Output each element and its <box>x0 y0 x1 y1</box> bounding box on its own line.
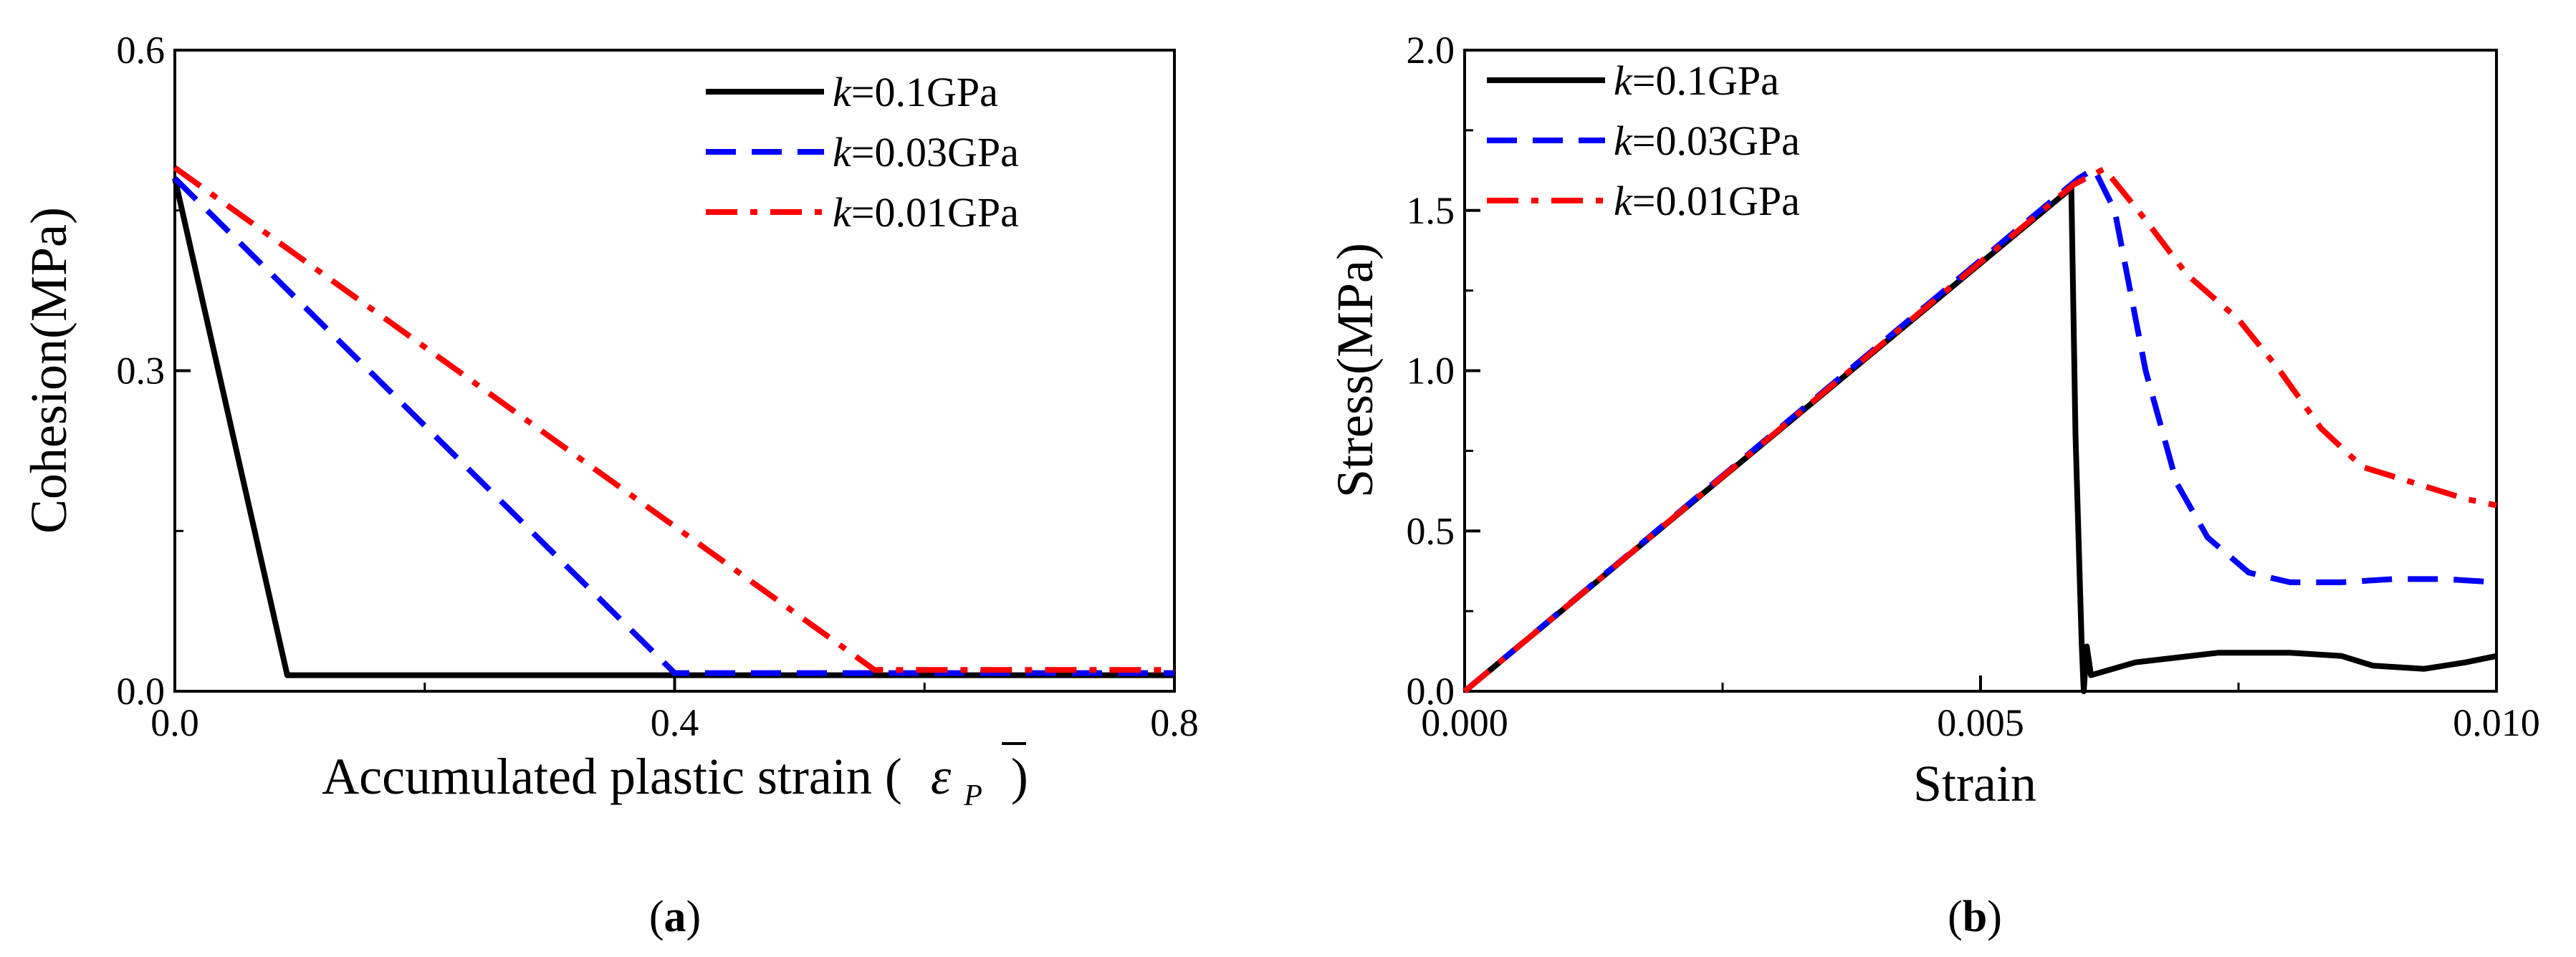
panel-b-ytick-label: 1.0 <box>1407 350 1455 393</box>
panel-a-xlabel-close: ) <box>1011 748 1028 805</box>
panel-b-ticks: 0.000 0.005 0.010 0.0 0.5 1.0 1.5 2.0 <box>1407 29 2540 744</box>
panel-b-series-line-3 <box>1462 165 2497 694</box>
panel-b-xtick-label: 0.010 <box>2453 701 2540 744</box>
panel-b-legend: k=0.1GPa k=0.03GPa k=0.01GPa <box>1487 57 1800 224</box>
panel-b-series-line-1 <box>1462 185 2497 694</box>
panel-a-ytick-label: 0.0 <box>117 670 166 713</box>
panel-a-legend-label-1: k=0.1GPa <box>833 69 998 115</box>
panel-b-xtick-label: 0.005 <box>1937 701 2024 744</box>
panel-b-ylabel: Stress(MPa) <box>1326 243 1384 498</box>
panel-a-label-open: ( <box>649 893 664 941</box>
panel-b-legend-label-3: k=0.01GPa <box>1614 178 1800 224</box>
panel-b-xlabel: Strain <box>1913 755 2036 812</box>
panel-a-ticks: 0.0 0.4 0.8 0.0 0.3 0.6 <box>117 29 1199 744</box>
panel-a-xtick-label: 0.0 <box>150 701 199 744</box>
panel-a-ylabel: Cohesion(MPa) <box>20 207 77 534</box>
panel-a-series-line-3 <box>173 165 1174 673</box>
panel-b-ytick-label: 2.0 <box>1407 29 1455 72</box>
panel-b-ytick-label: 0.0 <box>1407 670 1455 713</box>
panel-b-ytick-label: 0.5 <box>1407 509 1455 552</box>
panel-a-label-close: ) <box>686 893 702 941</box>
panel-b-series-line-2 <box>1462 165 2497 694</box>
panel-a-xtick-label: 0.8 <box>1150 701 1199 744</box>
panel-a-series-line-2 <box>173 176 1174 676</box>
panel-a-series-line-1 <box>172 178 1174 678</box>
panel-a: 0.0 0.4 0.80.00.30.6 k=0.1GPak=0.03GPak=0.… <box>20 29 1199 941</box>
panel-a-xlabel: Accumulated plastic strain ( ε P ) <box>322 748 1028 817</box>
panel-a-legend-label-3: k=0.01GPa <box>833 189 1019 236</box>
panel-a-legend-label-2: k=0.03GPa <box>833 129 1019 175</box>
panel-a-frame <box>173 49 1176 693</box>
panel-b-label-open: ( <box>1948 893 1963 941</box>
panel-b-label-letter: b <box>1963 893 1987 941</box>
panel-b-xtick-label: 0.000 <box>1421 701 1508 744</box>
panel-b-series <box>1462 165 2497 694</box>
panel-b-label: (b) <box>1948 893 2002 941</box>
panel-b-ytick-label: 1.5 <box>1407 189 1455 232</box>
panel-a-xlabel-text: Accumulated plastic strain ( <box>322 748 902 805</box>
panel-a-ytick-label: 0.6 <box>117 29 166 72</box>
panel-a-label-letter: a <box>664 893 686 941</box>
panel-a-xlabel-subscript: P <box>963 779 982 812</box>
panel-a-ytick-label: 0.3 <box>117 350 166 393</box>
panel-a-xtick-label: 0.4 <box>651 701 699 744</box>
panel-a-series <box>172 165 1174 678</box>
panel-b-legend-label-1: k=0.1GPa <box>1614 57 1779 104</box>
panel-a-legend: k=0.1GPa k=0.03GPa k=0.01GPa <box>706 69 1019 236</box>
panel-b-legend-label-2: k=0.03GPa <box>1614 117 1800 164</box>
panel-b-label-close: ) <box>1987 893 2002 941</box>
panel-a-label: (a) <box>649 893 701 941</box>
panel-a-xlabel-symbol: ε <box>931 748 952 805</box>
